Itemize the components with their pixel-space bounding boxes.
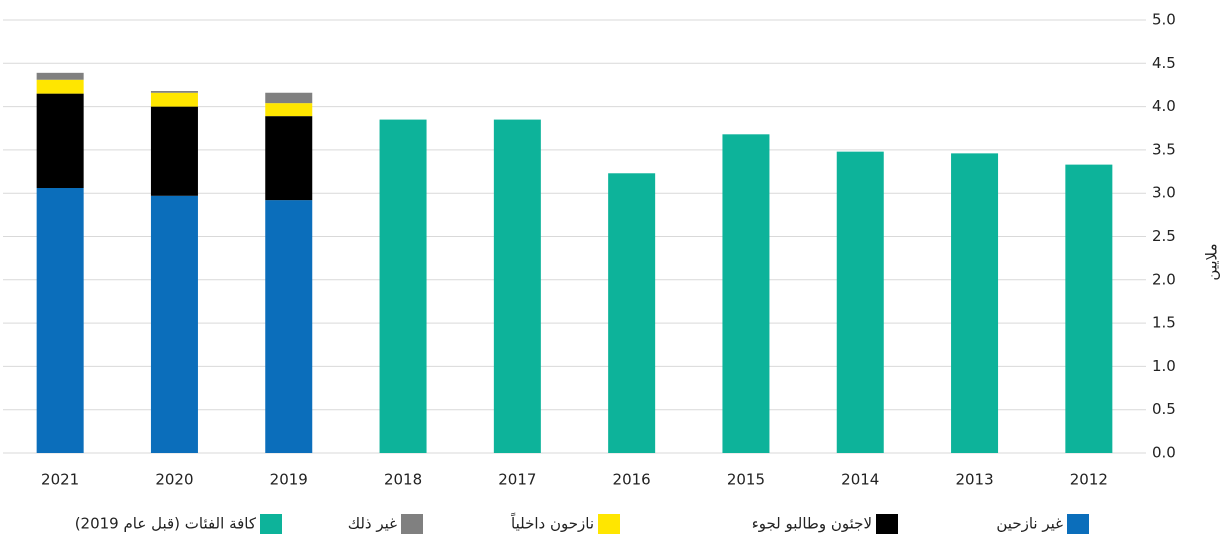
legend-swatch (876, 514, 898, 534)
legend-swatch (260, 514, 282, 534)
legend-label: كافة الفئات (قبل عام 2019) (75, 515, 257, 533)
bar-segment (265, 200, 313, 453)
y-tick-label: 3.5 (1152, 140, 1176, 158)
bar-segment (36, 79, 84, 94)
bar-segment (951, 153, 999, 453)
bar-segment (836, 151, 884, 453)
bar-segment (265, 116, 313, 201)
y-tick-label: 1.5 (1152, 314, 1176, 332)
bar-segment (150, 91, 198, 93)
y-tick-label: 2.5 (1152, 227, 1176, 245)
y-tick-label: 0.0 (1152, 444, 1176, 462)
bar-segment (493, 119, 541, 453)
y-tick-label: 4.5 (1152, 54, 1176, 72)
legend-swatch (1067, 514, 1089, 534)
x-tick-label: 2018 (384, 471, 422, 489)
legend-label: غير نازحين (996, 515, 1063, 533)
x-tick-label: 2012 (1070, 471, 1108, 489)
x-tick-label: 2019 (270, 471, 308, 489)
bar-segment (150, 195, 198, 453)
x-tick-label: 2017 (498, 471, 536, 489)
bar-segment (379, 119, 427, 453)
bar-segment (265, 92, 313, 104)
legend-label: نازحون داخلياً (510, 512, 594, 532)
x-tick-label: 2015 (727, 471, 765, 489)
bar-segment (608, 173, 656, 454)
legend-swatch (401, 514, 423, 534)
y-tick-label: 4.0 (1152, 97, 1176, 115)
bar-segment (265, 103, 313, 117)
bar-segment (36, 188, 84, 453)
y-tick-label: 5.0 (1152, 11, 1176, 29)
bar-segment (150, 106, 198, 196)
legend-label: لاجئون وطالبو لجوء (752, 515, 872, 533)
legend-label: غير ذلك (348, 515, 397, 533)
y-tick-label: 3.0 (1152, 184, 1176, 202)
x-tick-label: 2016 (613, 471, 651, 489)
bar-segment (36, 72, 84, 80)
bar-segment (150, 92, 198, 107)
legend-swatch (598, 514, 620, 534)
x-tick-label: 2014 (841, 471, 879, 489)
bar-segment (722, 134, 770, 453)
x-tick-label: 2020 (155, 471, 193, 489)
y-tick-label: 0.5 (1152, 400, 1176, 418)
y-tick-label: 2.0 (1152, 270, 1176, 288)
x-tick-label: 2021 (41, 471, 79, 489)
bar-segment (1065, 164, 1113, 453)
y-tick-label: 1.0 (1152, 357, 1176, 375)
x-tick-label: 2013 (955, 471, 993, 489)
y-axis-title: ملايين (1203, 243, 1221, 280)
bar-segment (36, 93, 84, 189)
